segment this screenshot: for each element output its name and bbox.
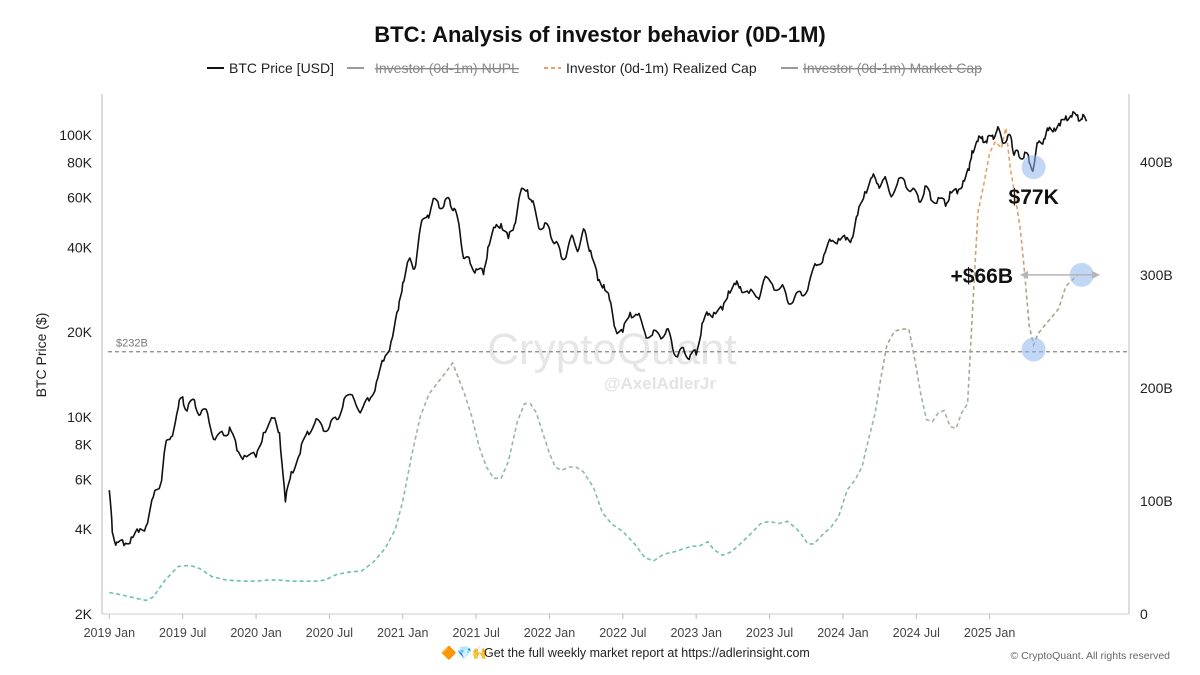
x-tick-label: 2023 Jul	[746, 626, 793, 640]
legend-label-btc-price: BTC Price [USD]	[229, 60, 334, 76]
left-tick-label: 8K	[75, 436, 93, 452]
left-tick-label: 60K	[67, 190, 93, 206]
x-axis-ticks: 2019 Jan 2019 Jul 2020 Jan 2020 Jul 2021 Jan…	[84, 614, 1015, 640]
legend: BTC Price [USD] Investor (0d-1m) NUPL In…	[207, 60, 982, 76]
right-tick-label: 400B	[1140, 154, 1173, 170]
left-tick-label: 2K	[75, 606, 93, 622]
right-axis-ticks: 0 100B 200B 300B 400B	[1140, 154, 1173, 622]
reference-line-label: $232B	[116, 338, 148, 350]
left-tick-label: 100K	[59, 127, 92, 143]
x-tick-label: 2024 Jul	[893, 626, 940, 640]
watermark: CryptoQuant @AxelAdlerJr	[487, 325, 736, 393]
left-tick-label: 4K	[75, 521, 93, 537]
x-tick-label: 2025 Jan	[964, 626, 1015, 640]
annotation-66b-label: +$66B	[951, 265, 1013, 288]
footer-text: Get the full weekly market report at htt…	[484, 646, 810, 660]
watermark-handle: @AxelAdlerJr	[604, 374, 716, 393]
annotations: $77K +$66B	[951, 155, 1100, 362]
right-tick-label: 200B	[1140, 380, 1173, 396]
x-tick-label: 2023 Jan	[670, 626, 721, 640]
x-tick-label: 2021 Jan	[377, 626, 428, 640]
x-tick-label: 2019 Jul	[159, 626, 206, 640]
footer-emoji: 🔶💎🙌	[441, 645, 488, 660]
x-tick-label: 2019 Jan	[84, 626, 135, 640]
left-axis-ticks: 2K 4K 6K 8K 10K 20K 40K 60K 80K 100K	[59, 127, 92, 622]
annotation-77k-marker	[1021, 155, 1046, 180]
series-btc-price-line	[108, 111, 1088, 547]
x-tick-label: 2022 Jul	[599, 626, 646, 640]
left-tick-label: 6K	[75, 472, 93, 488]
x-tick-label: 2021 Jul	[452, 626, 499, 640]
annotation-66b-arrowhead-left	[1020, 270, 1028, 279]
footer-copyright: © CryptoQuant. All rights reserved	[1011, 650, 1171, 662]
right-tick-label: 300B	[1140, 267, 1173, 283]
series-realized-cap-line	[109, 127, 1079, 602]
left-tick-label: 10K	[67, 409, 93, 425]
x-tick-label: 2020 Jan	[230, 626, 281, 640]
y-axis-title: BTC Price ($)	[33, 313, 49, 398]
x-tick-label: 2022 Jan	[524, 626, 575, 640]
left-tick-label: 20K	[67, 324, 93, 340]
legend-label-nupl: Investor (0d-1m) NUPL	[375, 60, 519, 76]
x-tick-label: 2020 Jul	[306, 626, 353, 640]
left-tick-label: 40K	[67, 239, 93, 255]
legend-label-market-cap: Investor (0d-1m) Market Cap	[803, 60, 982, 76]
right-tick-label: 100B	[1140, 493, 1173, 509]
left-tick-label: 80K	[67, 154, 93, 170]
chart-title: BTC: Analysis of investor behavior (0D-1…	[374, 22, 825, 47]
x-tick-label: 2024 Jan	[817, 626, 868, 640]
annotation-77k-label: $77K	[1009, 186, 1059, 209]
right-tick-label: 0	[1140, 606, 1148, 622]
annotation-66b-arrowhead-right	[1092, 270, 1100, 279]
annotation-realized-cap-low-marker	[1021, 337, 1046, 362]
watermark-brand: CryptoQuant	[487, 325, 736, 374]
legend-label-realized-cap: Investor (0d-1m) Realized Cap	[566, 60, 757, 76]
